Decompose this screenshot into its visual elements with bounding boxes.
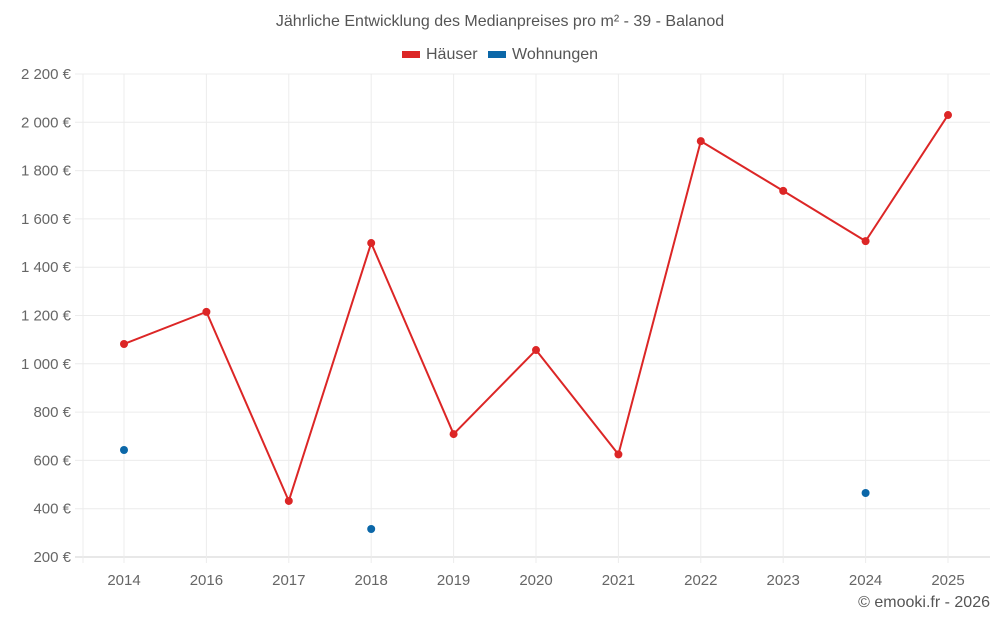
legend-item-wohnungen[interactable]: Wohnungen: [488, 46, 598, 64]
data-point-haeuser[interactable]: [367, 239, 376, 248]
legend-label-haeuser: Häuser: [425, 45, 478, 63]
y-tick-label: 600 €: [33, 452, 71, 469]
x-tick-label: 2017: [272, 572, 305, 589]
legend-swatch-haeuser-icon: [401, 51, 420, 58]
x-tick-label: 2021: [602, 572, 635, 589]
x-tick-label: 2024: [849, 572, 882, 589]
x-tick-label: 2018: [355, 572, 388, 589]
data-point-haeuser[interactable]: [696, 137, 705, 146]
data-point-wohnungen[interactable]: [367, 524, 376, 533]
legend-swatch-wohnungen-icon: [488, 51, 507, 58]
x-tick-label: 2025: [931, 572, 964, 589]
y-tick-label: 2 200 €: [21, 66, 72, 83]
y-tick-label: 1 000 €: [21, 356, 72, 373]
y-tick-label: 1 400 €: [21, 259, 72, 276]
x-tick-label: 2016: [190, 572, 223, 589]
x-tick-label: 2019: [437, 572, 470, 589]
data-point-haeuser[interactable]: [614, 450, 623, 459]
y-tick-label: 1 600 €: [21, 211, 72, 228]
data-point-haeuser[interactable]: [532, 346, 540, 355]
y-tick-label: 1 200 €: [21, 308, 72, 325]
data-point-haeuser[interactable]: [284, 496, 293, 505]
y-tick-label: 400 €: [33, 501, 71, 518]
x-tick-label: 2020: [519, 572, 552, 589]
legend-item-haeuser[interactable]: Häuser: [401, 45, 478, 64]
data-point-haeuser[interactable]: [449, 430, 458, 439]
data-point-wohnungen[interactable]: [120, 446, 128, 455]
y-tick-label: 800 €: [33, 404, 71, 421]
data-point-haeuser[interactable]: [202, 307, 211, 316]
y-tick-label: 200 €: [33, 549, 71, 566]
copyright-footer: © emooki.fr - 2026: [858, 594, 990, 611]
chart-title: Jährliche Entwicklung des Medianpreises …: [275, 13, 725, 30]
legend-label-wohnungen: Wohnungen: [512, 45, 599, 63]
legend: Häuser Wohnungen: [0, 45, 1000, 64]
data-point-haeuser[interactable]: [120, 339, 128, 348]
x-tick-label: 2022: [684, 572, 717, 589]
y-tick-label: 1 800 €: [21, 163, 72, 180]
data-point-haeuser[interactable]: [779, 186, 788, 195]
data-point-haeuser[interactable]: [944, 111, 952, 120]
y-tick-label: 2 000 €: [21, 114, 72, 131]
data-point-haeuser[interactable]: [861, 237, 870, 246]
x-tick-label: 2023: [767, 572, 800, 589]
data-point-wohnungen[interactable]: [861, 489, 870, 498]
x-tick-label: 2014: [107, 572, 140, 589]
